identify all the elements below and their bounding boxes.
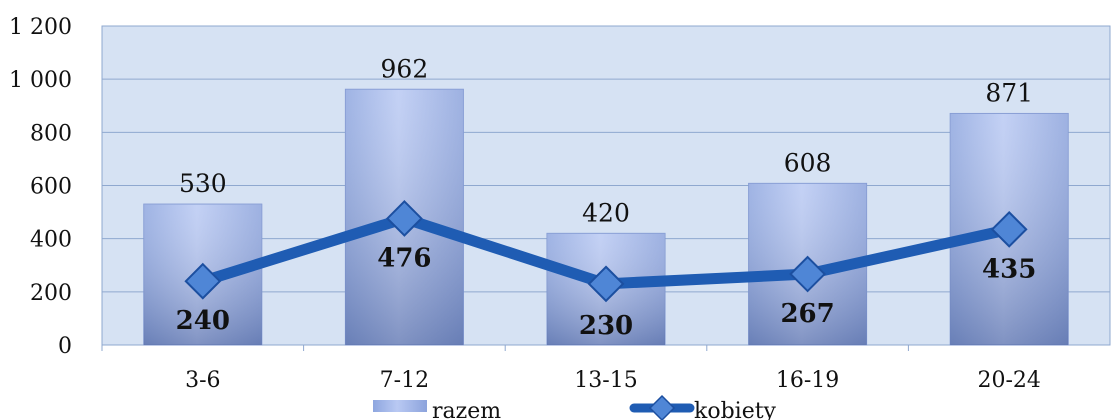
bar-value-label: 608 <box>784 148 832 177</box>
legend: razem kobiety <box>373 394 777 420</box>
bar-value-label: 962 <box>381 54 429 83</box>
legend-swatch-bar <box>373 400 427 412</box>
y-tick-label: 1 000 <box>9 68 72 93</box>
line-point <box>184 262 222 300</box>
x-tick-label: 13-15 <box>574 368 637 393</box>
y-tick-label: 0 <box>58 334 72 359</box>
x-tick-label: 7-12 <box>380 368 429 393</box>
line-point <box>587 265 625 303</box>
bar-value-label: 420 <box>582 198 630 227</box>
legend-label: kobiety <box>694 399 777 420</box>
y-tick-label: 600 <box>30 175 72 200</box>
point-value-label: 240 <box>176 306 230 336</box>
line-point <box>789 255 827 293</box>
point-value-label: 267 <box>780 299 834 329</box>
point-value-label: 230 <box>579 311 633 341</box>
x-tick-label: 3-6 <box>185 368 220 393</box>
y-tick-label: 800 <box>30 121 72 146</box>
x-tick-label: 20-24 <box>977 368 1040 393</box>
legend-label: razem <box>432 399 501 420</box>
y-tick-label: 400 <box>30 228 72 253</box>
line-point <box>990 210 1028 248</box>
y-tick-label: 200 <box>30 281 72 306</box>
bar-value-label: 871 <box>985 78 1033 107</box>
y-axis: 0 200 400 600 800 1 000 1 200 <box>9 15 72 359</box>
line-point <box>385 200 423 237</box>
x-axis: 3-6 7-12 13-15 16-19 20-24 <box>101 345 1041 393</box>
bar-value-label: 530 <box>179 169 227 198</box>
point-value-label: 476 <box>377 243 431 273</box>
legend-marker <box>648 394 676 420</box>
gridlines <box>102 25 1110 346</box>
line-series: 240 476 230 267 435 <box>176 200 1036 341</box>
point-value-label: 435 <box>982 254 1036 284</box>
y-tick-label: 1 200 <box>9 15 72 40</box>
x-tick-label: 16-19 <box>776 368 839 393</box>
